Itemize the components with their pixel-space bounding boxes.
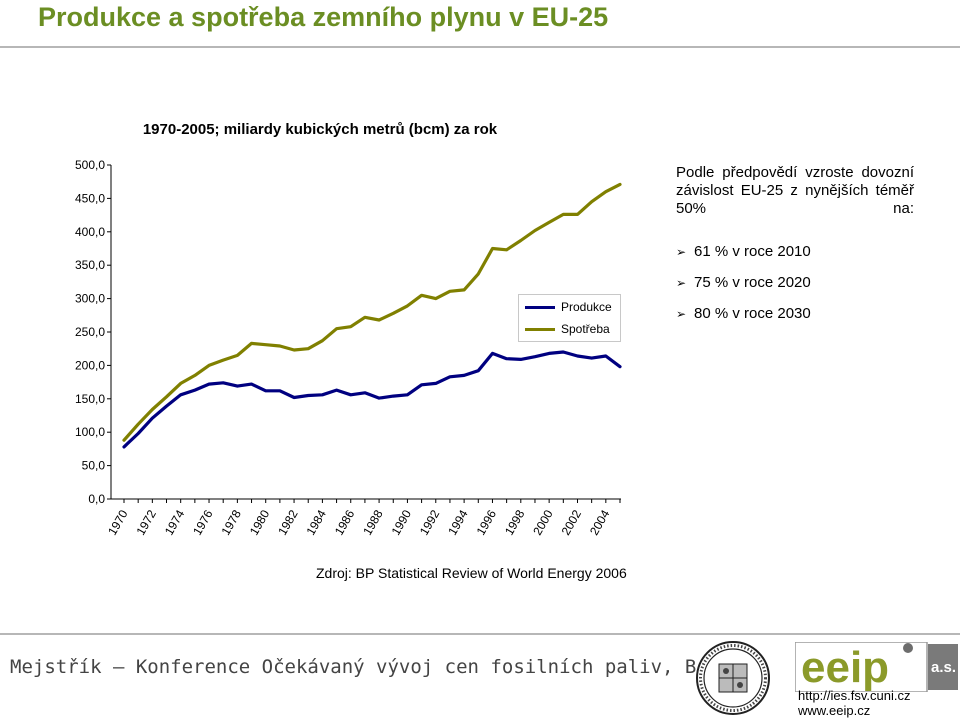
legend-item-produkce: Produkce	[525, 298, 612, 316]
y-tick-label: 50,0	[82, 459, 106, 473]
forecast-note: Podle předpovědí vzroste dovozní závislo…	[676, 164, 914, 217]
series-line-produkce	[122, 350, 622, 449]
forecast-item-text: 80 % v roce 2030	[694, 305, 811, 322]
y-tick-label: 150,0	[75, 392, 105, 406]
x-tick-label: 1984	[304, 507, 330, 537]
y-tick-label: 500,0	[75, 158, 105, 172]
arrow-bullet-icon: ➢	[676, 275, 687, 290]
x-tick-label: 2002	[559, 507, 585, 537]
ies-link[interactable]: http://ies.fsv.cuni.cz	[798, 688, 911, 703]
eeip-wordmark: eeip	[801, 643, 889, 692]
x-tick-label: 1986	[332, 507, 358, 537]
x-tick-label: 1972	[133, 507, 159, 537]
y-axis-ticks: 0,0 50,0 100,0 150,0 200,0 250,0 300,0 350,0 400…	[75, 158, 111, 506]
chart-series	[122, 182, 622, 449]
x-tick-label: 1970	[105, 507, 131, 537]
chart-title: 1970-2005; miliardy kubických metrů (bcm…	[142, 121, 498, 138]
y-tick-label: 300,0	[75, 292, 105, 306]
y-tick-label: 250,0	[75, 325, 105, 339]
x-tick-label: 1976	[190, 507, 216, 537]
x-tick-label: 1988	[360, 507, 386, 537]
x-tick-label: 2000	[530, 507, 556, 537]
x-tick-label: 1978	[218, 507, 244, 537]
arrow-bullet-icon: ➢	[676, 244, 687, 259]
legend-label-spotreba: Spotřeba	[561, 322, 610, 336]
footer-divider	[0, 633, 960, 635]
y-tick-label: 0,0	[88, 492, 105, 506]
forecast-item-text: 61 % v roce 2010	[694, 243, 811, 260]
x-tick-label: 1974	[162, 507, 188, 537]
y-tick-label: 450,0	[75, 191, 105, 205]
forecast-item: ➢ 80 % v roce 2030	[676, 298, 811, 329]
forecast-item-text: 75 % v roce 2020	[694, 274, 811, 291]
legend-item-spotreba: Spotřeba	[525, 320, 610, 338]
chart-legend: Produkce Spotřeba	[518, 294, 621, 342]
forecast-list: ➢ 61 % v roce 2010 ➢ 75 % v roce 2020 ➢ …	[676, 236, 811, 329]
legend-label-produkce: Produkce	[561, 300, 612, 314]
eeip-logo: eeip a.s.	[795, 642, 958, 692]
footer-caption: Mejstřík – Konference Očekávaný vývoj ce…	[10, 656, 731, 678]
eeip-link[interactable]: www.eeip.cz	[798, 703, 871, 718]
y-tick-label: 100,0	[75, 425, 105, 439]
x-tick-label: 1980	[247, 507, 273, 537]
x-tick-label: 1982	[275, 507, 301, 537]
x-tick-label: 1996	[474, 507, 500, 537]
slide-title: Produkce a spotřeba zemního plynu v EU-2…	[38, 2, 609, 32]
y-tick-label: 400,0	[75, 225, 105, 239]
forecast-item: ➢ 61 % v roce 2010	[676, 236, 811, 267]
title-divider	[0, 46, 960, 48]
forecast-item: ➢ 75 % v roce 2020	[676, 267, 811, 298]
x-tick-label: 2004	[587, 507, 613, 537]
x-tick-label: 1992	[417, 507, 443, 537]
series-line-spotreba	[122, 182, 622, 442]
x-tick-label: 1994	[445, 507, 471, 537]
x-tick-label: 1990	[389, 507, 415, 537]
x-tick-label: 1998	[502, 507, 528, 537]
as-wordmark: a.s.	[931, 659, 956, 676]
x-axis-ticks: 1970 1972 1974 1976 1978 1980 1982 1984 1986 1988…	[105, 499, 621, 538]
y-tick-label: 350,0	[75, 258, 105, 272]
source-note: Zdroj: BP Statistical Review of World En…	[316, 565, 627, 581]
y-tick-label: 200,0	[75, 358, 105, 372]
university-seal-icon	[696, 641, 770, 715]
legend-swatch-spotreba	[525, 327, 555, 331]
legend-swatch-produkce	[525, 305, 555, 309]
arrow-bullet-icon: ➢	[676, 306, 687, 321]
